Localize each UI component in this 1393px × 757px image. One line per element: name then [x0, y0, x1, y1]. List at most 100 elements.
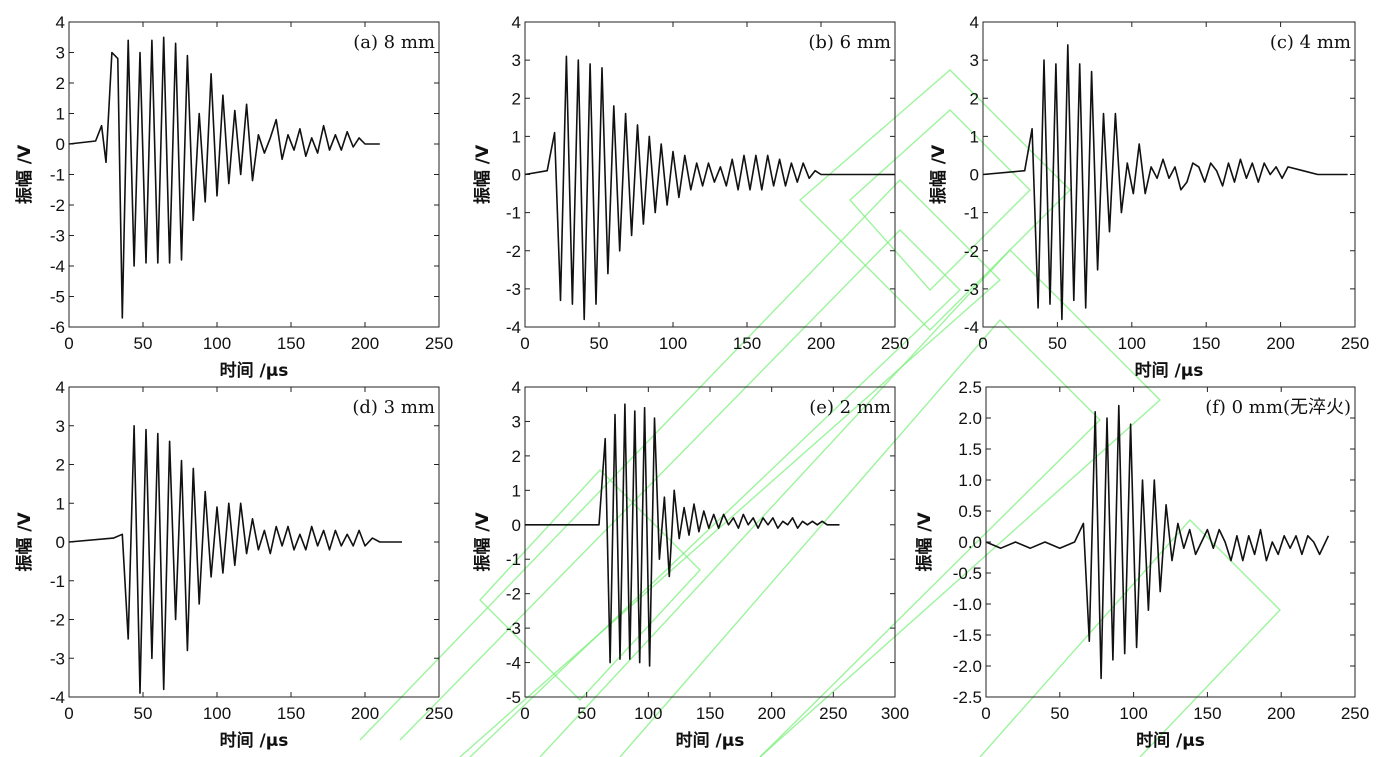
y-tick-label: 0 — [970, 166, 979, 185]
chart-panel-4: 0 50 100 150 200 250 300 -5 -4 -3 -2 -1 0 1 2 3 4 (e) 2 m… — [472, 378, 909, 751]
x-tick-label: 0 — [64, 704, 73, 723]
x-tick-label: 150 — [1193, 704, 1221, 723]
x-tick-label: 250 — [425, 334, 453, 353]
x-tick-label: 150 — [696, 704, 724, 723]
y-tick-label: 2.5 — [958, 378, 982, 397]
waveform-series — [985, 404, 1330, 680]
panel-label: (b) 6 mm — [808, 32, 891, 53]
panel-label: (e) 2 mm — [809, 397, 891, 418]
x-tick-label: 200 — [351, 334, 379, 353]
x-tick-label: 50 — [1050, 704, 1069, 723]
y-tick-label: 1 — [970, 127, 979, 146]
x-axis-label: 时间 /μs — [1136, 730, 1205, 751]
y-tick-label: 1 — [56, 494, 65, 513]
x-tick-label: 50 — [134, 334, 153, 353]
y-tick-label: -6 — [50, 318, 65, 337]
y-tick-label: -2 — [50, 196, 65, 215]
y-axis-label: 振幅 /V — [14, 512, 35, 572]
y-tick-label: 2.0 — [958, 409, 982, 428]
y-tick-label: 1.5 — [958, 440, 982, 459]
y-tick-label: 3 — [56, 44, 65, 63]
y-tick-label: 4 — [512, 378, 521, 397]
y-tick-label: 1 — [512, 127, 521, 146]
x-axis-label: 时间 /μs — [220, 730, 289, 751]
x-tick-label: 50 — [134, 704, 153, 723]
y-tick-label: -1.0 — [953, 595, 982, 614]
y-tick-label: -0.5 — [953, 564, 982, 583]
y-tick-label: 0.0 — [958, 533, 982, 552]
x-tick-label: 0 — [64, 334, 73, 353]
y-tick-label: 3 — [512, 51, 521, 70]
x-tick-label: 150 — [277, 334, 305, 353]
y-tick-label: 0.5 — [958, 502, 982, 521]
y-tick-label: -2 — [506, 242, 521, 261]
x-tick-label: 300 — [881, 704, 909, 723]
y-tick-label: 3 — [970, 51, 979, 70]
y-tick-label: 4 — [56, 378, 65, 397]
y-tick-label: -1.5 — [953, 626, 982, 645]
y-tick-label: -4 — [50, 257, 65, 276]
waveform-series — [524, 55, 895, 321]
y-tick-label: 4 — [970, 13, 979, 32]
y-tick-label: 2 — [512, 447, 521, 466]
y-tick-label: -4 — [964, 318, 979, 337]
y-tick-label: -4 — [50, 688, 65, 707]
x-tick-label: 100 — [659, 334, 687, 353]
y-tick-label: -3 — [506, 280, 521, 299]
y-tick-label: 1.0 — [958, 471, 982, 490]
y-tick-label: 0 — [512, 166, 521, 185]
y-tick-label: -5 — [50, 288, 65, 307]
x-tick-label: 100 — [634, 704, 662, 723]
panel-label: (a) 8 mm — [353, 32, 435, 53]
x-tick-label: 250 — [425, 704, 453, 723]
x-tick-label: 100 — [203, 334, 231, 353]
x-tick-label: 50 — [577, 704, 596, 723]
x-axis-label: 时间 /μs — [1135, 360, 1204, 381]
panel-label: (c) 4 mm — [1270, 32, 1351, 53]
x-tick-label: 50 — [1048, 334, 1067, 353]
y-axis-label: 振幅 /V — [472, 512, 493, 572]
x-tick-label: 0 — [978, 334, 987, 353]
y-tick-label: -4 — [506, 318, 521, 337]
y-tick-label: -3 — [50, 649, 65, 668]
y-tick-label: 0 — [512, 516, 521, 535]
y-tick-label: 2 — [56, 456, 65, 475]
y-tick-label: 3 — [56, 417, 65, 436]
y-axis-label: 振幅 /V — [914, 512, 935, 572]
x-tick-label: 150 — [277, 704, 305, 723]
waveform-series — [525, 403, 840, 667]
y-tick-label: -4 — [506, 654, 521, 673]
y-tick-label: -3 — [964, 280, 979, 299]
x-tick-label: 100 — [1118, 334, 1146, 353]
x-tick-label: 200 — [757, 704, 785, 723]
waveform-series — [68, 425, 402, 694]
chart-panel-1: 0 50 100 150 200 250 -4 -3 -2 -1 0 1 2 3 4 (b) 6 mm 振幅 /… — [472, 13, 909, 353]
y-tick-label: -1 — [506, 550, 521, 569]
x-tick-label: 100 — [1119, 704, 1147, 723]
y-tick-label: -1 — [50, 572, 65, 591]
chart-panel-0: 0 50 100 150 200 250 -6 -5 -4 -3 -2 -1 0 1 2 3 4 (a) 8 mm… — [14, 13, 453, 381]
y-tick-label: 0 — [56, 533, 65, 552]
y-tick-label: -1 — [50, 166, 65, 185]
y-tick-label: 2 — [56, 74, 65, 93]
chart-panel-5: 0 50 100 150 200 250 -2.5 -2.0 -1.5 -1.0 -0.5 0.0 0.… — [914, 378, 1369, 751]
x-tick-label: 100 — [203, 704, 231, 723]
y-axis-label: 振幅 /V — [472, 144, 493, 204]
x-tick-label: 250 — [1341, 704, 1369, 723]
x-tick-label: 250 — [881, 334, 909, 353]
y-tick-label: 4 — [56, 13, 65, 32]
x-tick-label: 0 — [981, 704, 990, 723]
y-tick-label: 2 — [512, 89, 521, 108]
chart-panel-2: 0 50 100 150 200 250 -4 -3 -2 -1 0 1 2 3 4 (c) 4 mm 时间 /… — [928, 13, 1369, 381]
panel-label: (d) 3 mm — [352, 397, 435, 418]
y-tick-label: 1 — [512, 481, 521, 500]
y-axis-label: 振幅 /V — [928, 144, 949, 204]
y-tick-label: -2.5 — [953, 688, 982, 707]
y-axis-label: 振幅 /V — [14, 144, 35, 204]
x-tick-label: 200 — [351, 704, 379, 723]
y-tick-label: 2 — [970, 89, 979, 108]
x-tick-label: 50 — [590, 334, 609, 353]
chart-panel-3: 0 50 100 150 200 250 -4 -3 -2 -1 0 1 2 3 4 (d) 3 mm 时间 /… — [14, 378, 453, 751]
x-tick-label: 150 — [1192, 334, 1220, 353]
